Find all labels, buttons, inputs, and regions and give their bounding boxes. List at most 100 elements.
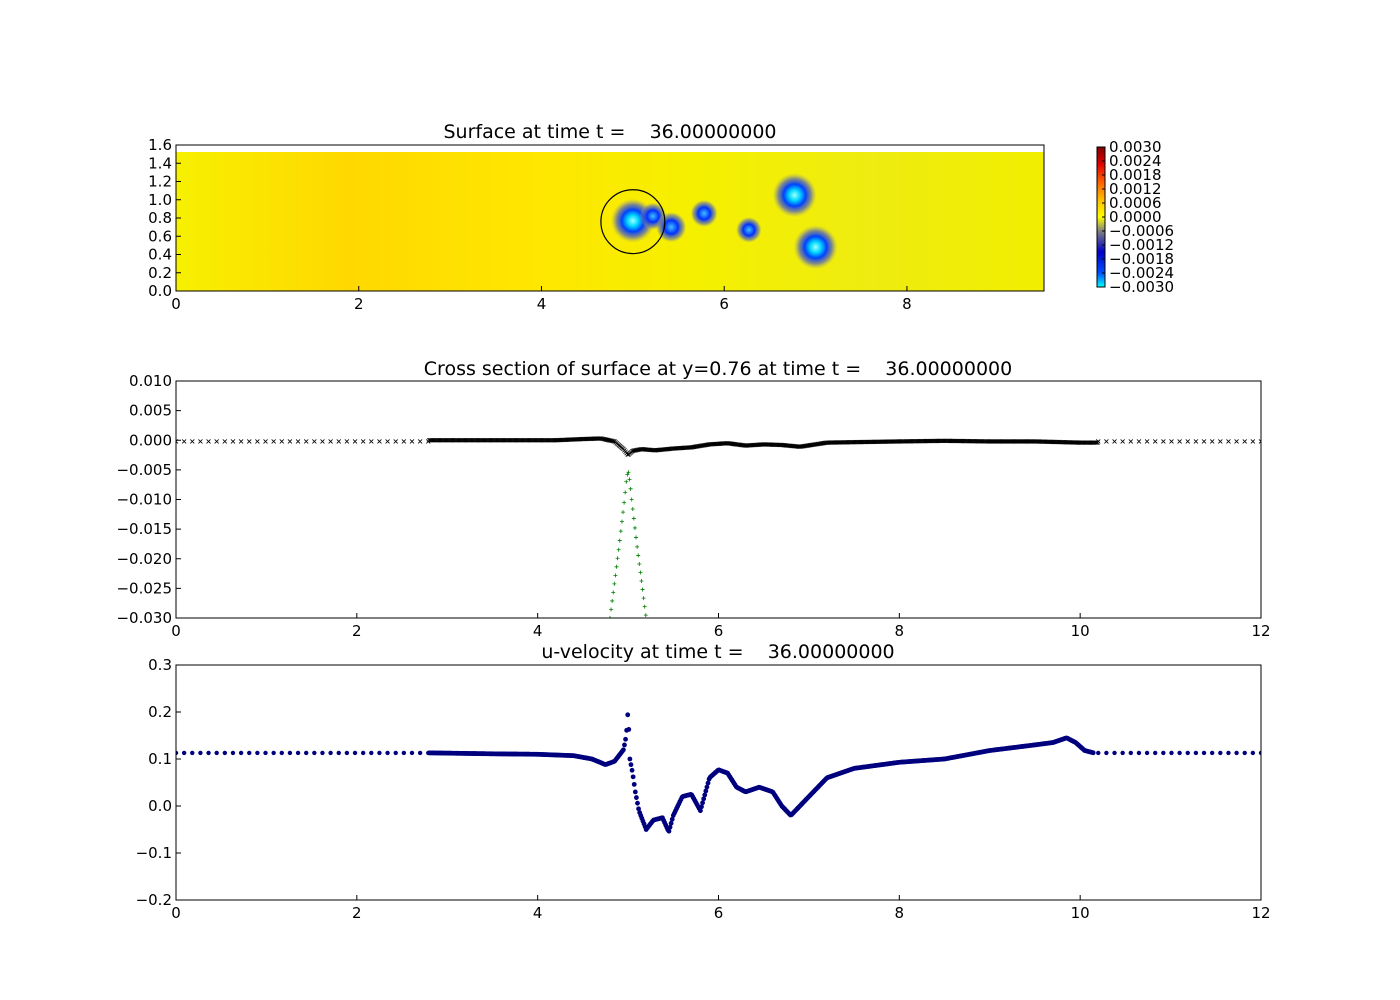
plus-marker xyxy=(623,490,628,495)
velocity-point xyxy=(1209,750,1215,756)
velocity-point xyxy=(699,804,704,810)
x-marker xyxy=(295,439,301,444)
plus-marker xyxy=(637,561,642,566)
obstacle-circle xyxy=(600,189,666,255)
x-marker xyxy=(1242,439,1248,444)
heatmap-depressions xyxy=(610,173,838,270)
colorbar-tick-label: −0.0006 xyxy=(1109,222,1174,240)
colorbar-tick-label: 0.0000 xyxy=(1109,208,1162,226)
x-marker xyxy=(385,439,390,444)
x-tick-label: 4 xyxy=(533,622,543,640)
plus-marker xyxy=(639,579,644,584)
x-tick-label: 12 xyxy=(1251,622,1270,640)
velocity-frame xyxy=(175,664,1262,901)
velocity-x-ticks: 0 2 4 6 8 10 12 xyxy=(171,895,1271,922)
plus-marker xyxy=(631,516,636,521)
plus-marker xyxy=(613,573,618,578)
x-marker xyxy=(214,439,219,444)
y-tick-label: 0.8 xyxy=(148,209,172,227)
y-tick-label: 1.6 xyxy=(148,136,172,154)
velocity-point xyxy=(1104,750,1109,756)
velocity-point xyxy=(698,808,703,814)
velocity-point xyxy=(1090,750,1096,756)
velocity-point xyxy=(1112,750,1117,756)
velocity-point xyxy=(1096,750,1101,756)
x-marker xyxy=(344,439,350,444)
y-tick-label: −0.005 xyxy=(116,461,172,479)
velocity-point xyxy=(263,750,268,756)
velocity-point xyxy=(230,750,236,756)
x-tick-label: 0 xyxy=(171,904,181,922)
x-marker xyxy=(279,439,285,444)
y-tick-label: 0.3 xyxy=(148,656,172,674)
depression-spot xyxy=(656,211,687,243)
depression-spot xyxy=(736,217,762,243)
x-marker xyxy=(198,439,203,444)
colorbar-tick-label: −0.0030 xyxy=(1109,278,1174,296)
y-tick-label: 0.2 xyxy=(148,264,172,282)
colorbar-tick-label: −0.0012 xyxy=(1109,236,1174,254)
velocity-point xyxy=(393,750,398,756)
x-marker xyxy=(1161,439,1166,444)
velocity-point xyxy=(279,750,284,756)
x-tick-label: 12 xyxy=(1251,904,1270,922)
velocity-point xyxy=(295,750,301,756)
velocity-point xyxy=(636,806,641,812)
velocity-point xyxy=(344,750,350,756)
velocity-point xyxy=(1161,750,1166,756)
x-marker xyxy=(1169,439,1174,444)
velocity-point xyxy=(1120,750,1125,756)
x-marker xyxy=(369,439,374,444)
velocity-point xyxy=(255,750,260,756)
y-tick-label: 0.4 xyxy=(148,246,172,264)
plus-marker xyxy=(614,564,619,569)
velocity-point xyxy=(320,750,325,756)
heatmap-plot xyxy=(176,152,1044,291)
velocity-point xyxy=(1169,750,1174,756)
x-marker xyxy=(206,439,211,444)
plus-marker xyxy=(615,556,620,561)
x-tick-label: 8 xyxy=(895,622,905,640)
y-tick-label: −0.025 xyxy=(116,579,172,597)
x-marker xyxy=(287,439,293,444)
x-tick-label: 2 xyxy=(352,904,362,922)
x-marker xyxy=(312,439,317,444)
colorbar-tick-label: 0.0018 xyxy=(1109,166,1162,184)
heatmap-background xyxy=(176,152,1044,291)
plus-marker xyxy=(630,506,635,511)
colorbar-tick-label: 0.0006 xyxy=(1109,194,1162,212)
cross-section-y-ticks: 0.010 0.005 0.000 −0.005 −0.010 −0.015 −0.020 −… xyxy=(116,372,181,627)
x-marker xyxy=(360,439,366,444)
velocity-point xyxy=(247,750,252,756)
plus-marker xyxy=(616,547,621,552)
velocity-point xyxy=(666,828,672,834)
velocity-point xyxy=(626,726,632,732)
plus-marker xyxy=(632,525,637,530)
x-tick-label: 6 xyxy=(714,622,724,640)
x-tick-label: 10 xyxy=(1071,622,1090,640)
x-marker xyxy=(1128,439,1134,444)
x-marker xyxy=(1104,439,1109,444)
y-tick-label: 0.2 xyxy=(148,703,172,721)
x-marker xyxy=(1201,439,1207,444)
y-tick-label: 0.1 xyxy=(148,750,172,768)
velocity-point xyxy=(409,750,415,756)
x-tick-label: 4 xyxy=(533,904,543,922)
plus-marker xyxy=(619,519,624,524)
heatmap-title: Surface at time t = 36.00000000 xyxy=(443,121,776,143)
x-marker xyxy=(1112,439,1117,444)
velocity-point xyxy=(214,750,219,756)
plus-marker xyxy=(643,613,648,618)
x-marker xyxy=(1120,439,1125,444)
x-tick-label: 6 xyxy=(719,295,729,313)
velocity-y-ticks: 0.3 0.2 0.1 0.0 −0.1 −0.2 xyxy=(136,656,181,909)
x-marker xyxy=(417,439,423,444)
velocity-series xyxy=(176,712,1261,834)
x-tick-label: 10 xyxy=(1071,904,1090,922)
y-tick-label: 1.4 xyxy=(148,154,172,172)
y-tick-label: 1.2 xyxy=(148,173,172,191)
cross-section-frame xyxy=(175,380,1262,619)
x-marker xyxy=(328,439,333,444)
velocity-point xyxy=(634,795,639,800)
